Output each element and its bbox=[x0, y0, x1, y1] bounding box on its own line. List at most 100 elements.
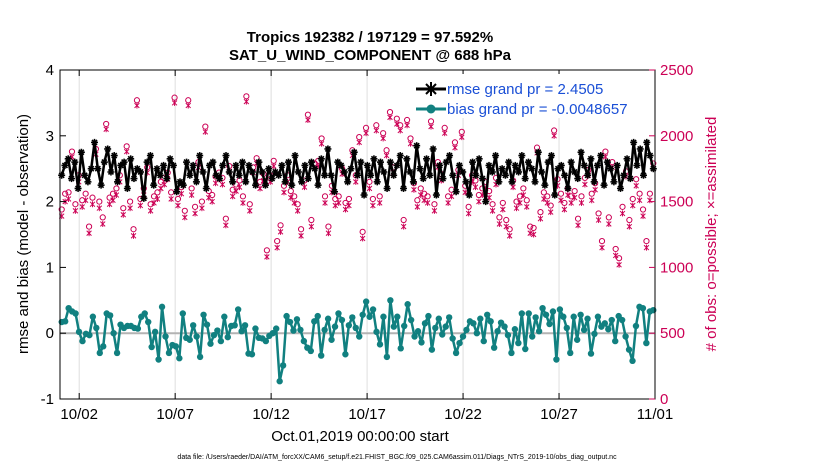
rmse-point bbox=[426, 171, 434, 179]
obs-possible-marker bbox=[643, 237, 650, 245]
bias-point bbox=[639, 304, 647, 312]
obs-assimilated-marker bbox=[588, 197, 595, 204]
x-tick-label: 10/02 bbox=[60, 406, 98, 423]
rmse-point bbox=[94, 165, 102, 173]
obs-assimilated-marker bbox=[530, 231, 537, 238]
rmse-point bbox=[347, 165, 355, 173]
obs-assimilated-marker bbox=[130, 232, 137, 239]
obs-possible-marker bbox=[191, 203, 199, 210]
obs-assimilated-marker bbox=[243, 98, 250, 105]
obs-possible-marker bbox=[441, 124, 448, 132]
rmse-point bbox=[367, 171, 375, 179]
rmse-point bbox=[100, 158, 108, 166]
obs-assimilated-marker bbox=[281, 189, 287, 196]
obs-assimilated-marker bbox=[305, 117, 311, 124]
obs-assimilated-marker bbox=[127, 205, 133, 212]
rmse-point bbox=[455, 161, 463, 169]
bias-point bbox=[608, 316, 615, 324]
bias-point bbox=[151, 328, 159, 336]
obs-assimilated-marker bbox=[428, 123, 434, 130]
obs-possible-marker bbox=[198, 198, 206, 205]
rmse-point bbox=[386, 158, 394, 166]
rmse-point bbox=[610, 178, 618, 186]
obs-possible-marker bbox=[445, 193, 452, 200]
rmse-point bbox=[87, 165, 95, 173]
bias-point bbox=[618, 316, 626, 324]
rmse-point bbox=[196, 152, 204, 160]
obs-assimilated-marker bbox=[288, 194, 294, 201]
bias-point bbox=[397, 345, 404, 352]
obs-assimilated-marker bbox=[332, 202, 339, 209]
obs-assimilated-marker bbox=[325, 230, 332, 237]
obs-assimilated-marker bbox=[376, 199, 383, 206]
rmse-point bbox=[406, 168, 414, 176]
obs-assimilated-marker bbox=[86, 230, 92, 237]
obs-possible-marker bbox=[376, 193, 383, 200]
bias-point bbox=[238, 328, 245, 335]
bias-point bbox=[549, 308, 557, 315]
obs-assimilated-marker bbox=[647, 197, 653, 204]
rmse-point bbox=[534, 148, 542, 156]
rmse-point bbox=[84, 178, 92, 186]
bias-point bbox=[345, 322, 353, 329]
rmse-point bbox=[104, 145, 112, 153]
bias-point bbox=[262, 337, 270, 345]
bias-point bbox=[587, 350, 595, 357]
rmse-point bbox=[636, 145, 644, 153]
rmse-point bbox=[400, 184, 408, 192]
obs-possible-marker bbox=[174, 195, 182, 203]
rmse-point bbox=[288, 181, 296, 189]
bias-point bbox=[528, 333, 536, 340]
y-right-tick-label: 2500 bbox=[660, 62, 693, 79]
rmse-point bbox=[294, 168, 302, 176]
rmse-point bbox=[416, 165, 424, 173]
obs-assimilated-marker bbox=[421, 197, 427, 204]
rmse-point bbox=[68, 175, 76, 183]
rmse-point bbox=[485, 161, 493, 169]
obs-possible-marker bbox=[65, 189, 72, 196]
obs-assimilated-marker bbox=[568, 199, 574, 206]
bias-point bbox=[553, 356, 560, 363]
bias-point bbox=[650, 306, 657, 314]
bias-point bbox=[158, 303, 166, 311]
obs-assimilated-marker bbox=[561, 206, 568, 213]
bias-point bbox=[252, 325, 259, 332]
obs-assimilated-marker bbox=[270, 163, 277, 170]
obs-possible-marker bbox=[188, 185, 195, 192]
obs-possible-marker bbox=[629, 195, 636, 203]
obs-possible-marker bbox=[342, 199, 349, 207]
bias-point bbox=[113, 349, 121, 357]
bias-point bbox=[432, 324, 439, 332]
obs-assimilated-marker bbox=[582, 181, 588, 188]
chart-title: Tropics 192382 / 197129 = 97.592% bbox=[247, 29, 493, 46]
rmse-point bbox=[146, 152, 154, 160]
bias-point bbox=[594, 313, 602, 320]
rmse-point bbox=[541, 181, 549, 189]
obs-possible-marker bbox=[393, 115, 400, 122]
obs-possible-marker bbox=[270, 157, 277, 164]
obs-possible-marker bbox=[85, 223, 93, 230]
obs-assimilated-marker bbox=[510, 184, 516, 191]
rmse-point bbox=[127, 155, 135, 163]
obs-assimilated-marker bbox=[82, 197, 89, 204]
bias-point bbox=[172, 343, 180, 350]
obs-assimilated-marker bbox=[431, 207, 438, 214]
obs-assimilated-marker bbox=[465, 210, 472, 217]
rmse-point bbox=[587, 155, 595, 163]
obs-assimilated-marker bbox=[633, 182, 639, 189]
obs-possible-marker bbox=[527, 223, 534, 230]
y-right-tick-label: 500 bbox=[660, 325, 685, 342]
obs-assimilated-marker bbox=[199, 205, 205, 212]
bias-point bbox=[134, 325, 142, 332]
rmse-point bbox=[505, 158, 513, 166]
obs-possible-marker bbox=[335, 193, 342, 200]
obs-assimilated-marker bbox=[411, 186, 417, 193]
obs-assimilated-marker bbox=[424, 199, 431, 206]
obs-assimilated-marker bbox=[459, 134, 465, 141]
rmse-point bbox=[472, 171, 480, 179]
bias-point bbox=[515, 339, 522, 347]
obs-possible-marker bbox=[99, 214, 106, 221]
rmse-point bbox=[110, 152, 118, 160]
rmse-point bbox=[150, 181, 158, 189]
obs-assimilated-marker bbox=[219, 181, 226, 188]
